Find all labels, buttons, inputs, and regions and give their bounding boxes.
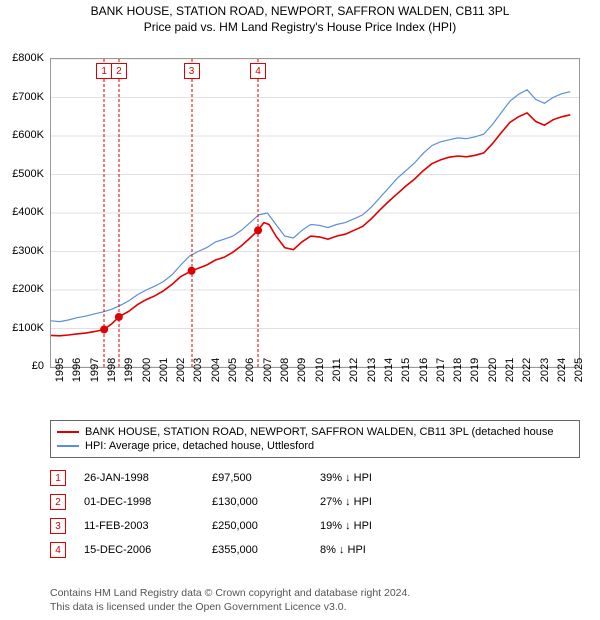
y-tick-label: £600K [12, 129, 44, 141]
x-tick-label: 2013 [362, 358, 378, 382]
sale-marker-box: 4 [250, 63, 266, 79]
legend-swatch [57, 445, 79, 447]
x-tick-label: 2005 [223, 358, 239, 382]
legend-box: BANK HOUSE, STATION ROAD, NEWPORT, SAFFR… [50, 420, 580, 458]
x-tick-label: 1998 [102, 358, 118, 382]
chart-title-line2: Price paid vs. HM Land Registry's House … [0, 20, 600, 36]
sale-number-box: 4 [50, 542, 66, 558]
sale-row: 3 11-FEB-2003 £250,000 19% ↓ HPI [50, 514, 580, 538]
sale-diff: 39% ↓ HPI [320, 472, 400, 484]
x-tick-label: 2025 [569, 358, 585, 382]
y-axis-labels: £0£100K£200K£300K£400K£500K£600K£700K£80… [0, 58, 48, 368]
x-tick-label: 2024 [552, 358, 568, 382]
x-tick-label: 2004 [206, 358, 222, 382]
attribution: Contains HM Land Registry data © Crown c… [50, 586, 580, 614]
legend-label: BANK HOUSE, STATION ROAD, NEWPORT, SAFFR… [85, 426, 553, 438]
plot-area: 12 3 4 [50, 58, 580, 368]
x-axis-labels: 1995199619971998199920002001200220032004… [50, 370, 580, 420]
attribution-line1: Contains HM Land Registry data © Crown c… [50, 586, 580, 600]
x-tick-label: 2020 [483, 358, 499, 382]
sale-date: 11-FEB-2003 [84, 520, 194, 532]
x-tick-label: 1999 [119, 358, 135, 382]
sale-marker-vline [191, 59, 192, 367]
sale-price: £130,000 [212, 496, 302, 508]
legend-item: HPI: Average price, detached house, Uttl… [57, 439, 573, 453]
x-tick-label: 1995 [50, 358, 66, 382]
sale-row: 1 26-JAN-1998 £97,500 39% ↓ HPI [50, 466, 580, 490]
plot-svg [51, 59, 579, 367]
sale-price: £97,500 [212, 472, 302, 484]
sale-price: £355,000 [212, 544, 302, 556]
x-tick-label: 2007 [258, 358, 274, 382]
x-tick-label: 2001 [154, 358, 170, 382]
y-tick-label: £800K [12, 52, 44, 64]
attribution-line2: This data is licensed under the Open Gov… [50, 600, 580, 614]
x-tick-label: 2012 [344, 358, 360, 382]
legend-label: HPI: Average price, detached house, Uttl… [85, 440, 314, 452]
x-tick-label: 1996 [67, 358, 83, 382]
sale-number-box: 1 [50, 470, 66, 486]
y-tick-label: £300K [12, 245, 44, 257]
y-tick-label: £100K [12, 322, 44, 334]
sale-diff: 8% ↓ HPI [320, 544, 400, 556]
x-tick-label: 2008 [275, 358, 291, 382]
sale-diff: 19% ↓ HPI [320, 520, 400, 532]
y-tick-label: £0 [32, 360, 44, 372]
sale-date: 26-JAN-1998 [84, 472, 194, 484]
sale-date: 01-DEC-1998 [84, 496, 194, 508]
x-tick-label: 2006 [240, 358, 256, 382]
x-tick-label: 2019 [465, 358, 481, 382]
sale-marker-box: 1 [96, 63, 112, 79]
sale-diff: 27% ↓ HPI [320, 496, 400, 508]
y-tick-label: £400K [12, 206, 44, 218]
x-tick-label: 2015 [396, 358, 412, 382]
sales-table: 1 26-JAN-1998 £97,500 39% ↓ HPI 2 01-DEC-1998… [50, 466, 580, 562]
sale-price: £250,000 [212, 520, 302, 532]
x-tick-label: 2014 [379, 358, 395, 382]
y-tick-label: £200K [12, 283, 44, 295]
legend-item: BANK HOUSE, STATION ROAD, NEWPORT, SAFFR… [57, 425, 573, 439]
sale-marker-vline [104, 59, 105, 367]
sale-row: 4 15-DEC-2006 £355,000 8% ↓ HPI [50, 538, 580, 562]
chart-title-line1: BANK HOUSE, STATION ROAD, NEWPORT, SAFFR… [0, 0, 600, 20]
x-tick-label: 2003 [188, 358, 204, 382]
x-tick-label: 2017 [431, 358, 447, 382]
y-tick-label: £700K [12, 91, 44, 103]
sale-row: 2 01-DEC-1998 £130,000 27% ↓ HPI [50, 490, 580, 514]
x-tick-label: 2002 [171, 358, 187, 382]
sale-marker-vline [118, 59, 119, 367]
x-tick-label: 2022 [517, 358, 533, 382]
sale-marker-box: 2 [111, 63, 127, 79]
sale-marker-box: 3 [184, 63, 200, 79]
figure-container: BANK HOUSE, STATION ROAD, NEWPORT, SAFFR… [0, 0, 600, 620]
x-tick-label: 2023 [535, 358, 551, 382]
sale-number-box: 3 [50, 518, 66, 534]
x-tick-label: 2000 [137, 358, 153, 382]
x-tick-label: 2009 [292, 358, 308, 382]
y-tick-label: £500K [12, 168, 44, 180]
x-tick-label: 1997 [85, 358, 101, 382]
x-tick-label: 2018 [448, 358, 464, 382]
legend-swatch [57, 431, 79, 433]
x-tick-label: 2016 [414, 358, 430, 382]
sale-number-box: 2 [50, 494, 66, 510]
x-tick-label: 2010 [310, 358, 326, 382]
sale-marker-vline [258, 59, 259, 367]
x-tick-label: 2021 [500, 358, 516, 382]
sale-date: 15-DEC-2006 [84, 544, 194, 556]
x-tick-label: 2011 [327, 358, 343, 382]
